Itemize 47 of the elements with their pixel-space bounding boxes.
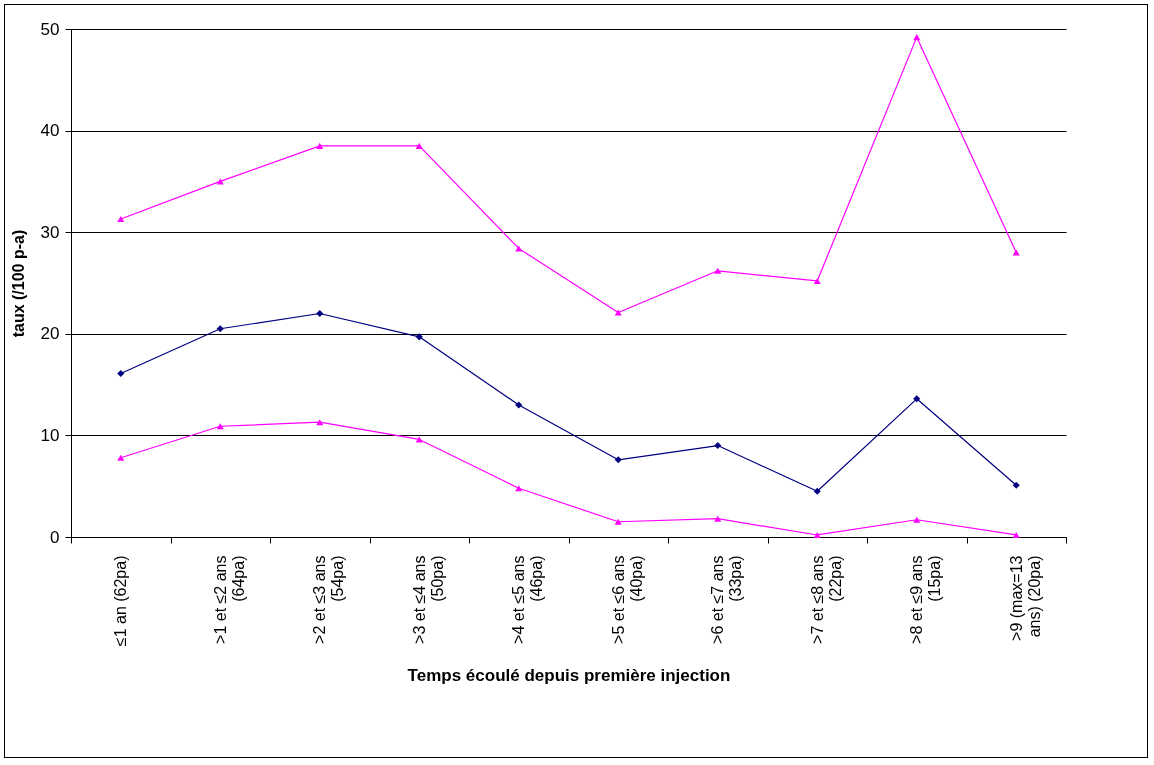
- x-tick-label: ≤1 an (62pa): [112, 555, 130, 647]
- y-axis-title: taux (/100 p-a): [9, 229, 27, 338]
- x-tick-label: >3 et ≤4 ans (50pa): [410, 555, 446, 644]
- point: [515, 401, 523, 409]
- point: [813, 531, 821, 539]
- point: [515, 485, 523, 492]
- point: [1012, 249, 1020, 256]
- x-tick-label: >5 et ≤6 ans (40pa): [609, 555, 645, 644]
- y-tick-label: 20: [40, 324, 60, 344]
- point: [614, 456, 622, 464]
- point: [913, 34, 921, 41]
- point: [913, 516, 921, 523]
- point: [316, 142, 324, 149]
- x-tick-label: >1 et ≤2 ans (64pa): [211, 555, 247, 644]
- x-axis-title: Temps écoulé depuis première injection: [407, 666, 731, 686]
- point: [813, 487, 821, 495]
- point: [316, 419, 324, 426]
- point: [117, 215, 125, 223]
- point: [117, 454, 125, 461]
- x-tick-label: >7 et ≤8 ans (22pa): [808, 555, 844, 644]
- point: [614, 518, 622, 525]
- point: [515, 245, 523, 252]
- x-tick-label: >2 et ≤3 ans (54pa): [311, 555, 347, 644]
- point: [216, 423, 224, 430]
- point: [415, 333, 423, 341]
- point: [913, 395, 921, 403]
- x-tick-label: >6 et ≤7 ans (33pa): [709, 555, 745, 644]
- point: [316, 309, 324, 318]
- y-tick-label: 40: [40, 121, 60, 141]
- point: [415, 436, 423, 443]
- point: [216, 325, 224, 333]
- point: [714, 515, 722, 522]
- point: [415, 142, 423, 149]
- y-tick-label: 30: [40, 222, 60, 242]
- point: [1012, 481, 1020, 489]
- y-tick-label: 50: [40, 19, 60, 39]
- point: [714, 267, 722, 274]
- point: [614, 309, 622, 316]
- point: [813, 277, 821, 285]
- y-tick-label: 10: [40, 425, 60, 445]
- x-tick-label: >4 et ≤5 ans (46pa): [510, 555, 546, 644]
- point: [1012, 531, 1020, 539]
- y-tick-label: 0: [50, 527, 60, 547]
- point: [117, 369, 125, 377]
- point: [714, 442, 722, 450]
- x-tick-label: >9 (max=13 ans) (20pa): [1007, 555, 1043, 641]
- x-tick-label: >8 et ≤9 ans (15pa): [908, 555, 944, 644]
